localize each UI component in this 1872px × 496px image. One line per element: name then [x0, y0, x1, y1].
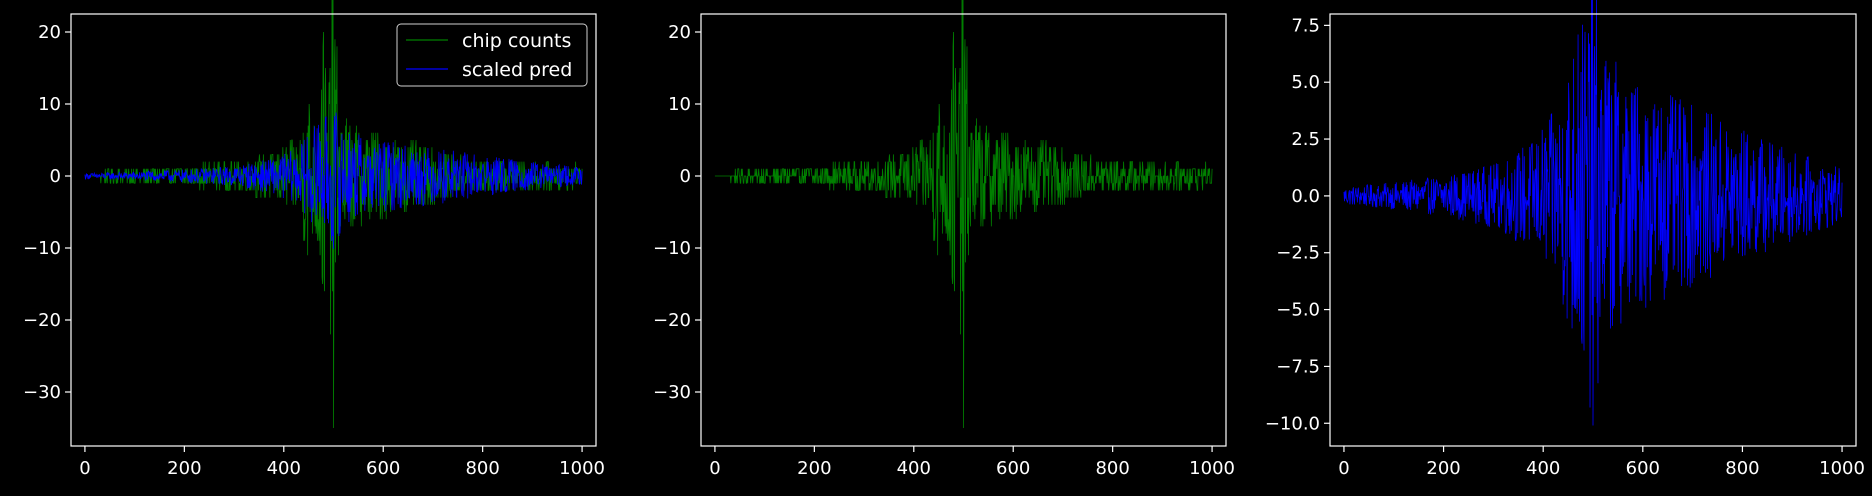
series-layer — [714, 0, 1213, 429]
series-line-series-0 — [1343, 0, 1843, 426]
y-tick-label: 0 — [50, 166, 61, 187]
y-tick-label: 0 — [680, 166, 691, 187]
x-tick-label: 0 — [709, 458, 720, 479]
series-layer — [1343, 0, 1843, 426]
y-tick-label: −10 — [653, 238, 691, 259]
x-tick-label: 800 — [465, 458, 499, 479]
y-tick-label: −10.0 — [1265, 413, 1320, 434]
legend-label-chip-counts: chip counts — [462, 30, 571, 52]
y-axis: −30 −20 −10 0 10 20 — [23, 22, 71, 403]
x-axis: 0 200 400 600 800 1000 — [1338, 446, 1865, 479]
x-tick-label: 400 — [897, 458, 931, 479]
series-line-scaled-pred — [84, 112, 583, 249]
y-tick-label: −2.5 — [1276, 243, 1320, 264]
y-axis: −10.0 −7.5 −5.0 −2.5 0.0 2.5 5.0 7.5 — [1265, 15, 1330, 434]
x-tick-label: 800 — [1095, 458, 1129, 479]
y-tick-label: −5.0 — [1276, 300, 1320, 321]
series-line-chip-counts — [84, 0, 583, 429]
x-tick-label: 1000 — [1189, 458, 1235, 479]
x-tick-label: 1000 — [559, 458, 605, 479]
y-tick-label: 2.5 — [1291, 129, 1320, 150]
x-tick-label: 800 — [1725, 458, 1759, 479]
y-tick-label: −7.5 — [1276, 356, 1320, 377]
chart-panel-right: 0 200 400 600 800 1000 −10.0 −7.5 −5.0 −2.5 0.0 2.… — [1265, 0, 1865, 479]
x-axis: 0 200 400 600 800 1000 — [79, 446, 605, 479]
x-tick-label: 400 — [1526, 458, 1560, 479]
legend-label-scaled-pred: scaled pred — [462, 59, 572, 81]
y-tick-label: −20 — [653, 310, 691, 331]
x-tick-label: 400 — [267, 458, 301, 479]
y-tick-label: 5.0 — [1291, 72, 1320, 93]
plot-frame — [70, 13, 597, 447]
x-tick-label: 600 — [366, 458, 400, 479]
chart-panel-middle: 0 200 400 600 800 1000 −30 −20 −10 0 10 20 — [653, 0, 1235, 479]
y-tick-label: −20 — [23, 310, 61, 331]
x-tick-label: 200 — [167, 458, 201, 479]
series-layer — [84, 0, 583, 429]
x-tick-label: 200 — [1426, 458, 1460, 479]
y-tick-label: −10 — [23, 238, 61, 259]
x-tick-label: 0 — [79, 458, 90, 479]
y-tick-label: 7.5 — [1291, 15, 1320, 36]
x-tick-label: 600 — [996, 458, 1030, 479]
legend: chip counts scaled pred — [396, 23, 588, 87]
x-tick-label: 0 — [1338, 458, 1349, 479]
x-axis: 0 200 400 600 800 1000 — [709, 446, 1235, 479]
plot-frame — [700, 13, 1227, 447]
y-tick-label: 20 — [668, 22, 691, 43]
y-tick-label: −30 — [23, 382, 61, 403]
plot-frame — [1329, 13, 1857, 447]
chart-panel-left: 0 200 400 600 800 1000 −30 −20 −10 0 10 20 chip co… — [23, 0, 605, 479]
x-tick-label: 200 — [797, 458, 831, 479]
y-tick-label: 10 — [38, 94, 61, 115]
x-tick-label: 600 — [1626, 458, 1660, 479]
series-line-series-0 — [714, 0, 1213, 429]
x-tick-label: 1000 — [1819, 458, 1865, 479]
y-tick-label: 20 — [38, 22, 61, 43]
y-tick-label: 0.0 — [1291, 186, 1320, 207]
y-axis: −30 −20 −10 0 10 20 — [653, 22, 701, 403]
y-tick-label: 10 — [668, 94, 691, 115]
y-tick-label: −30 — [653, 382, 691, 403]
